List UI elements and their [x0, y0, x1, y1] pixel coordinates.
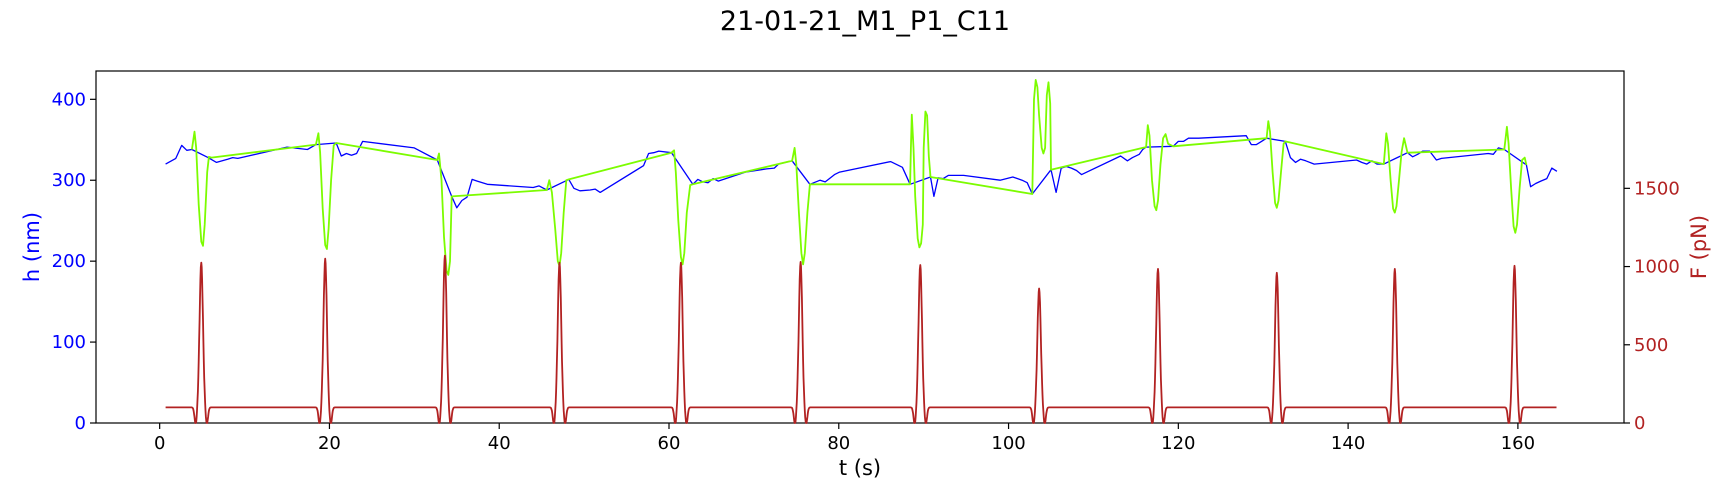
y-left-tick-label: 300 [52, 170, 86, 191]
y-right-tick-label: 500 [1634, 335, 1668, 356]
h-compression-line [191, 79, 1528, 276]
y-left-tick-label: 0 [75, 413, 86, 434]
force-line [165, 254, 1557, 424]
chart-title: 21-01-21_M1_P1_C11 [720, 6, 1010, 37]
y-axis-left-label: h (nm) [20, 212, 44, 282]
x-tick-label: 40 [488, 433, 511, 454]
x-tick-label: 80 [827, 433, 850, 454]
series-layer [165, 79, 1558, 424]
x-tick-label: 20 [318, 433, 341, 454]
x-tick-label: 60 [658, 433, 681, 454]
y-left-tick-label: 200 [52, 251, 86, 272]
y-left-tick-label: 100 [52, 332, 86, 353]
x-axis-label: t (s) [839, 456, 881, 480]
x-tick-label: 140 [1331, 433, 1365, 454]
y-right-tick-label: 1500 [1634, 178, 1680, 199]
y-right-tick-label: 0 [1634, 413, 1645, 434]
x-axis: 0 20 40 60 80 100 120 140 160 [154, 423, 1535, 454]
y-right-tick-label: 1000 [1634, 257, 1680, 278]
plot-frame [95, 70, 1625, 424]
x-tick-label: 160 [1501, 433, 1535, 454]
x-tick-label: 120 [1161, 433, 1195, 454]
y-axis-right: 0 500 1000 1500 [1624, 178, 1680, 434]
x-tick-label: 100 [991, 433, 1025, 454]
h-baseline-line [165, 135, 1558, 209]
y-axis-right-label: F (pN) [1687, 215, 1711, 279]
x-tick-label: 0 [154, 433, 165, 454]
y-axis-left: 0 100 200 300 400 [52, 89, 96, 434]
y-left-tick-label: 400 [52, 89, 86, 110]
